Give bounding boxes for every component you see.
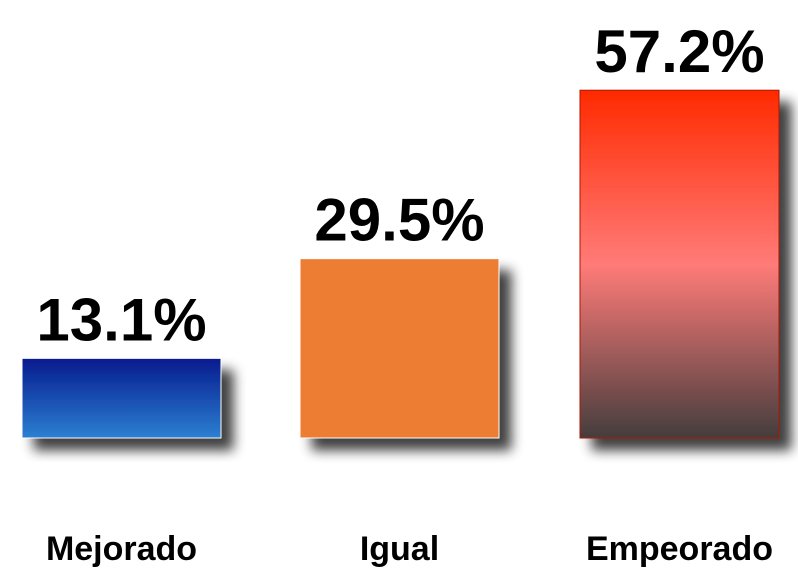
x-tick-label: Empeorado bbox=[586, 530, 773, 568]
value-label: 57.2% bbox=[594, 18, 764, 85]
bar bbox=[21, 357, 222, 439]
value-label: 29.5% bbox=[314, 187, 484, 254]
x-tick-label: Mejorado bbox=[46, 530, 197, 568]
bar bbox=[579, 89, 780, 439]
bar bbox=[299, 258, 500, 439]
x-tick-label: Igual bbox=[360, 530, 439, 568]
value-label: 13.1% bbox=[36, 286, 206, 353]
